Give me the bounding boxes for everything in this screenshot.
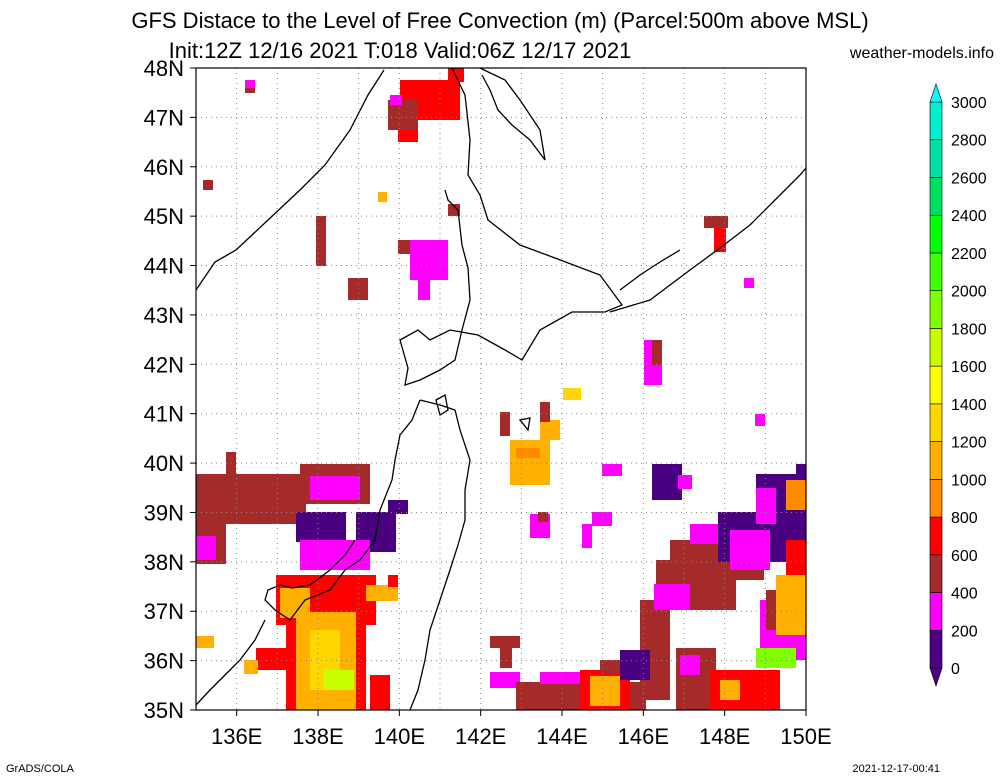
colorbar-label: 0 bbox=[951, 661, 960, 678]
lat-label: 37N bbox=[144, 599, 184, 624]
lon-label: 140E bbox=[374, 724, 425, 749]
colorbar-label: 1200 bbox=[951, 435, 987, 452]
lon-label: 148E bbox=[699, 724, 750, 749]
lat-label: 48N bbox=[144, 56, 184, 81]
lat-label: 40N bbox=[144, 451, 184, 476]
colorbar-max-arrow bbox=[929, 83, 943, 103]
colorbar-min-arrow bbox=[929, 667, 943, 687]
lat-label: 45N bbox=[144, 204, 184, 229]
colorbar-segment bbox=[929, 328, 943, 367]
colorbar-label: 1000 bbox=[951, 472, 987, 489]
field-shading bbox=[196, 68, 806, 710]
colorbar-segment bbox=[929, 365, 943, 405]
colorbar-segment bbox=[929, 629, 943, 669]
plot-area bbox=[195, 67, 807, 711]
colorbar-segment bbox=[929, 214, 943, 254]
lat-label: 44N bbox=[144, 254, 184, 279]
colorbar-label: 2600 bbox=[951, 170, 987, 187]
lat-label: 46N bbox=[144, 155, 184, 180]
lat-label: 36N bbox=[144, 649, 184, 674]
lon-label: 146E bbox=[618, 724, 669, 749]
latitude-labels: 35N 36N 37N 38N 39N 40N 41N 42N 43N 44N 45N 46N 47N 4… bbox=[144, 56, 196, 723]
lat-label: 35N bbox=[144, 698, 184, 723]
plot-frame bbox=[195, 67, 807, 711]
lat-label: 39N bbox=[144, 500, 184, 525]
site-label: weather-models.info bbox=[849, 45, 994, 62]
colorbar-label: 200 bbox=[951, 623, 978, 640]
lat-label: 42N bbox=[144, 352, 184, 377]
colorbar-label: 400 bbox=[951, 586, 978, 603]
lon-label: 150E bbox=[780, 724, 831, 749]
colorbar-segment bbox=[929, 177, 943, 216]
lat-label: 38N bbox=[144, 550, 184, 575]
colorbar-segment bbox=[929, 290, 943, 329]
colorbar-segment bbox=[929, 516, 943, 556]
colorbar-segment bbox=[929, 403, 943, 442]
lon-label: 136E bbox=[211, 724, 262, 749]
title-line-2: Init:12Z 12/16 2021 T:018 Valid:06Z 12/1… bbox=[168, 38, 632, 63]
colorbar-label: 1400 bbox=[951, 397, 987, 414]
lat-label: 47N bbox=[144, 105, 184, 130]
lat-label: 41N bbox=[144, 402, 184, 427]
colorbar-label: 800 bbox=[951, 510, 978, 527]
colorbar-label: 1600 bbox=[951, 359, 987, 376]
colorbar-segment bbox=[929, 554, 943, 593]
colorbar-label: 2800 bbox=[951, 133, 987, 150]
longitude-labels: 136E 138E 140E 142E 144E 146E 148E 150E bbox=[211, 710, 832, 749]
lon-label: 138E bbox=[292, 724, 343, 749]
colorbar-label: 1800 bbox=[951, 321, 987, 338]
title-line-1: GFS Distace to the Level of Free Convect… bbox=[131, 8, 869, 33]
lat-label: 43N bbox=[144, 303, 184, 328]
footer-right: 2021-12-17-00:41 bbox=[852, 763, 940, 775]
colorbar-label: 2400 bbox=[951, 208, 987, 225]
footer-left: GrADS/COLA bbox=[6, 763, 74, 775]
colorbar-label: 2200 bbox=[951, 246, 987, 263]
colorbar-label: 600 bbox=[951, 548, 978, 565]
coastlines bbox=[196, 68, 806, 710]
colorbar: 0 200 400 600 800 1000 1200 1400 1600 1800 2000 220… bbox=[929, 83, 987, 687]
colorbar-segment bbox=[929, 479, 943, 518]
colorbar-segment bbox=[929, 252, 943, 291]
lon-label: 142E bbox=[455, 724, 506, 749]
colorbar-segment bbox=[929, 101, 943, 141]
colorbar-segment bbox=[929, 592, 943, 631]
graticule bbox=[196, 68, 806, 710]
colorbar-segment bbox=[929, 441, 943, 480]
lon-label: 144E bbox=[536, 724, 587, 749]
colorbar-segment bbox=[929, 139, 943, 178]
colorbar-label: 2000 bbox=[951, 284, 987, 301]
colorbar-label: 3000 bbox=[951, 95, 987, 112]
